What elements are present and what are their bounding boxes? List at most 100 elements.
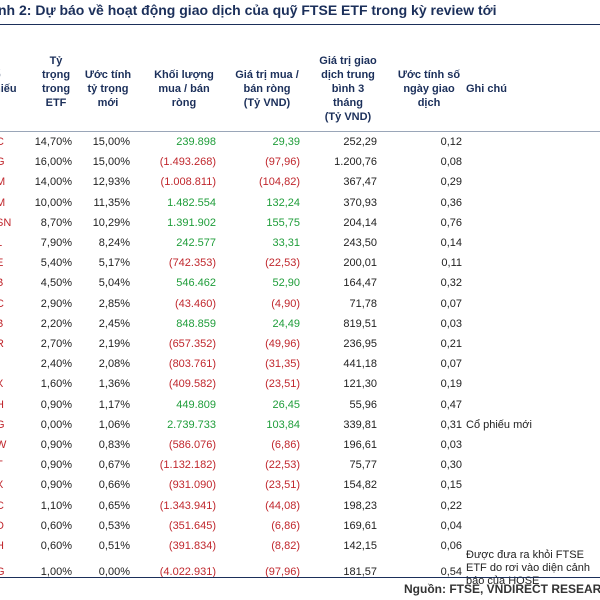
cell-ticker: C: [0, 496, 16, 516]
cell-current-weight: 0,60%: [40, 540, 72, 552]
cell-new-weight: 10,29%: [92, 216, 130, 229]
cell-new-weight: 11,35%: [93, 196, 131, 209]
cell-current-weight: 0,90%: [40, 398, 72, 411]
cell-new-weight: 5,04%: [98, 277, 130, 290]
cell-ticker: G: [0, 566, 5, 579]
cell-current-weight: 1,60%: [40, 378, 72, 391]
cell-days: 0,76: [440, 216, 462, 229]
cell-adv: 198,23: [343, 499, 377, 512]
cell-current-weight: 4,50%: [40, 277, 72, 290]
cell-adv: 121,30: [343, 378, 377, 391]
cell-adv: 181,57: [343, 566, 377, 579]
cell-current-weight: 1,10%: [40, 499, 72, 512]
cell-new-weight: 1,06%: [98, 418, 130, 431]
cell-value: 103,84: [266, 418, 300, 431]
table-row: M 14,00% 12,93% (1.008.811) (104,82) 367,47 0,…: [0, 172, 600, 192]
cell-volume: (803.761): [168, 358, 216, 371]
cell-volume: (657.352): [168, 338, 216, 350]
cell-adv: 819,51: [343, 317, 377, 330]
cell-current-weight: 2,90%: [40, 297, 72, 310]
cell-value: (6,86): [271, 519, 300, 532]
header-new-weight: Ước tính tỷ trọng mới: [84, 69, 132, 109]
cell-volume: (1.493.268): [159, 156, 216, 169]
cell-new-weight: 0,67%: [98, 459, 130, 472]
cell-current-weight: 0,00%: [40, 418, 72, 431]
cell-new-weight: 0,51%: [98, 540, 130, 552]
cell-volume: (1.132.182): [159, 459, 216, 472]
cell-adv: 55,96: [349, 398, 377, 411]
cell-value: (31,35): [265, 358, 300, 371]
cell-days: 0,29: [440, 176, 462, 189]
cell-ticker: H: [0, 536, 16, 556]
cell-value: 26,45: [272, 398, 300, 411]
cell-current-weight: 1,00%: [40, 566, 72, 579]
cell-adv: 243,50: [343, 237, 377, 249]
cell-days: 0,03: [440, 317, 462, 330]
cell-days: 0,36: [440, 196, 462, 209]
cell-value: 132,24: [266, 196, 300, 209]
cell-ticker: B: [0, 273, 16, 293]
title-rule: [0, 24, 600, 25]
cell-current-weight: 0,60%: [40, 519, 72, 532]
cell-value: (49,96): [265, 338, 300, 350]
cell-ticker: SN: [0, 216, 12, 229]
cell-adv: 339,81: [343, 418, 377, 431]
cell-volume: (351.645): [168, 519, 216, 532]
cell-adv: 441,18: [343, 358, 377, 371]
cell-new-weight: 2,85%: [98, 297, 130, 310]
table-row: G 0,00% 1,06% 2.739.733 103,84 339,81 0,31 Cổ p…: [0, 415, 600, 435]
cell-current-weight: 0,90%: [40, 459, 72, 472]
cell-current-weight: 5,40%: [40, 257, 72, 270]
cell-value: (22,53): [265, 257, 300, 270]
cell-adv: 204,14: [343, 216, 377, 229]
header-rule: [0, 131, 600, 132]
cell-current-weight: 2,20%: [40, 317, 72, 330]
cell-adv: 252,29: [343, 136, 377, 148]
cell-current-weight: 7,90%: [40, 237, 72, 249]
cell-current-weight: 2,70%: [40, 338, 72, 350]
header-code: ổ hiếu: [0, 69, 17, 95]
cell-days: 0,03: [440, 439, 462, 451]
table-row: I 2,40% 2,08% (803.761) (31,35) 441,18 0,07: [0, 354, 600, 374]
cell-new-weight: 0,00%: [98, 566, 130, 579]
cell-ticker: M: [0, 176, 6, 189]
cell-ticker: R: [0, 334, 16, 354]
cell-volume: (43.460): [175, 297, 216, 310]
header-days: Ước tính số ngày giao dịch: [397, 69, 461, 109]
header-value: Giá trị mua / bán ròng (Tỷ VND): [235, 69, 299, 109]
cell-adv: 169,61: [343, 519, 377, 532]
cell-volume: 239.898: [176, 136, 216, 148]
cell-new-weight: 2,19%: [98, 338, 130, 350]
cell-volume: (4.022.931): [159, 566, 216, 579]
table-row: X 1,60% 1,36% (409.582) (23,51) 121,30 0,19: [0, 374, 600, 394]
cell-new-weight: 5,17%: [98, 257, 130, 270]
cell-value: (8,82): [271, 540, 300, 552]
cell-current-weight: 2,40%: [40, 358, 72, 371]
cell-adv: 200,01: [343, 257, 377, 270]
cell-days: 0,14: [440, 237, 462, 249]
cell-current-weight: 14,00%: [34, 176, 72, 189]
table-row: T 0,90% 0,67% (1.132.182) (22,53) 75,77 0,30: [0, 455, 600, 475]
cell-adv: 367,47: [343, 176, 377, 189]
cell-volume: (742.353): [168, 257, 216, 270]
cell-value: (23,51): [265, 378, 300, 391]
table-row: H 0,60% 0,51% (391.834) (8,82) 142,15 0,06: [0, 536, 600, 556]
cell-new-weight: 8,24%: [98, 237, 130, 249]
cell-current-weight: 14,70%: [34, 136, 72, 148]
cell-days: 0,22: [440, 499, 462, 512]
cell-adv: 154,82: [343, 479, 377, 492]
cell-adv: 142,15: [343, 540, 377, 552]
cell-new-weight: 0,65%: [98, 499, 130, 512]
cell-days: 0,08: [440, 156, 462, 169]
cell-volume: (409.582): [168, 378, 216, 391]
table-row: G 16,00% 15,00% (1.493.268) (97,96) 1.200,76 0…: [0, 152, 600, 172]
table-row: H 0,90% 1,17% 449.809 26,45 55,96 0,47: [0, 395, 600, 415]
cell-volume: 1.482.554: [167, 196, 216, 209]
cell-current-weight: 0,90%: [40, 479, 72, 492]
cell-adv: 236,95: [343, 338, 377, 350]
cell-volume: (1.343.941): [159, 499, 216, 512]
cell-value: 29,39: [272, 136, 300, 148]
cell-days: 0,04: [440, 519, 462, 532]
table-row: D 0,60% 0,53% (351.645) (6,86) 169,61 0,04: [0, 516, 600, 536]
table-row: C 1,10% 0,65% (1.343.941) (44,08) 198,23 0,22: [0, 496, 600, 516]
